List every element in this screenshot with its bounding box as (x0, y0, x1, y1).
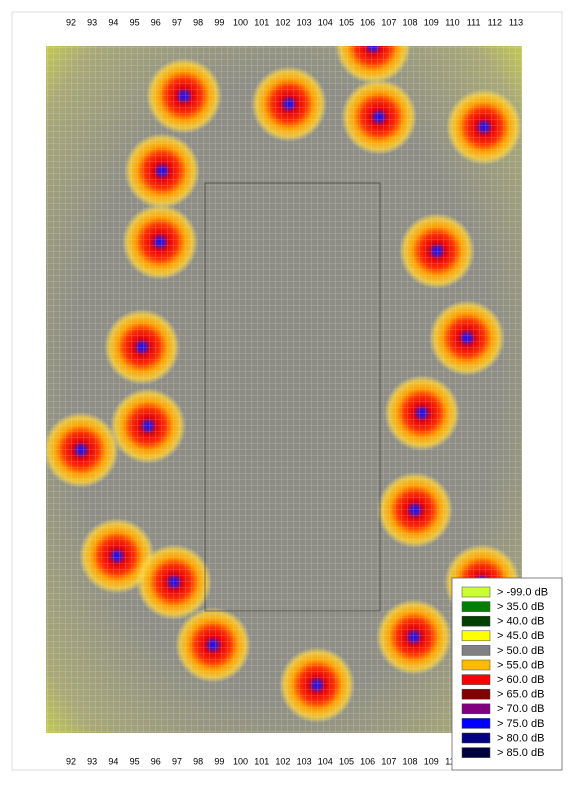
legend: > -99.0 dB > 35.0 dB > 40.0 dB > 45.0 dB > 5… (451, 577, 563, 771)
x-tick-label-top: 96 (151, 17, 161, 27)
legend-label: > 75.0 dB (497, 718, 544, 730)
legend-swatch (461, 659, 491, 671)
legend-swatch (461, 688, 491, 700)
legend-swatch (461, 747, 491, 758)
x-tick-label-bottom: 109 (424, 756, 439, 766)
legend-label: > -99.0 dB (497, 586, 548, 598)
legend-label: > 35.0 dB (497, 601, 544, 613)
legend-label: > 70.0 dB (497, 703, 544, 715)
legend-swatch (461, 601, 491, 612)
legend-label: > 65.0 dB (497, 689, 544, 701)
x-tick-label-top: 99 (214, 17, 224, 27)
x-tick-label-top: 112 (488, 17, 502, 27)
x-tick-label-bottom: 100 (233, 756, 248, 766)
legend-swatch (461, 645, 491, 656)
legend-label: > 60.0 dB (497, 674, 544, 686)
legend-swatch (461, 586, 491, 598)
x-tick-label-top: 109 (424, 17, 439, 27)
legend-swatch (461, 718, 491, 729)
x-tick-label-bottom: 105 (339, 756, 354, 766)
x-tick-label-bottom: 102 (275, 756, 290, 766)
map-area (46, 46, 522, 733)
x-tick-label-bottom: 108 (403, 756, 418, 766)
x-tick-label-top: 110 (445, 17, 459, 27)
x-tick-label-bottom: 97 (172, 756, 182, 766)
legend-label: > 85.0 dB (497, 747, 544, 759)
x-tick-label-top: 105 (339, 17, 354, 27)
legend-swatch (461, 732, 491, 744)
x-tick-label-top: 100 (233, 17, 248, 27)
x-tick-label-top: 113 (509, 17, 523, 27)
x-tick-label-bottom: 107 (381, 756, 396, 766)
x-tick-label-top: 104 (318, 17, 333, 27)
legend-label: > 55.0 dB (497, 659, 544, 671)
building-outline (204, 182, 381, 612)
x-tick-label-bottom: 101 (254, 756, 269, 766)
legend-swatch (461, 615, 491, 627)
x-tick-label-top: 95 (130, 17, 140, 27)
legend-label: > 45.0 dB (497, 630, 544, 642)
x-tick-label-bottom: 104 (318, 756, 333, 766)
x-tick-label-bottom: 92 (66, 756, 76, 766)
x-tick-label-top: 111 (467, 17, 481, 27)
x-tick-label-top: 106 (360, 17, 375, 27)
frame (11, 11, 563, 771)
legend-label: > 80.0 dB (497, 732, 544, 744)
x-tick-label-top: 97 (172, 17, 182, 27)
x-tick-label-bottom: 94 (108, 756, 118, 766)
axis-labels: 92 92 93 93 94 94 95 95 96 96 97 97 98 98 99 99 100 100 10… (66, 17, 523, 766)
x-tick-label-top: 98 (193, 17, 203, 27)
x-tick-label-top: 102 (275, 17, 290, 27)
x-tick-label-top: 103 (297, 17, 312, 27)
x-tick-label-bottom: 96 (151, 756, 161, 766)
x-tick-label-bottom: 103 (297, 756, 312, 766)
legend-label: > 50.0 dB (497, 645, 544, 657)
grid (46, 46, 522, 733)
x-tick-label-bottom: 95 (130, 756, 140, 766)
legend-swatch (461, 674, 491, 685)
x-tick-label-top: 101 (254, 17, 269, 27)
x-tick-label-bottom: 99 (214, 756, 224, 766)
x-tick-label-top: 107 (381, 17, 396, 27)
x-tick-label-bottom: 98 (193, 756, 203, 766)
x-tick-label-top: 93 (87, 17, 97, 27)
x-tick-label-bottom: 93 (87, 756, 97, 766)
x-tick-label-bottom: 106 (360, 756, 375, 766)
x-tick-label-top: 108 (403, 17, 418, 27)
legend-swatch (461, 630, 491, 642)
x-tick-label-top: 94 (108, 17, 118, 27)
legend-label: > 40.0 dB (497, 616, 544, 628)
legend-swatch (461, 703, 491, 715)
x-tick-label-top: 92 (66, 17, 76, 27)
